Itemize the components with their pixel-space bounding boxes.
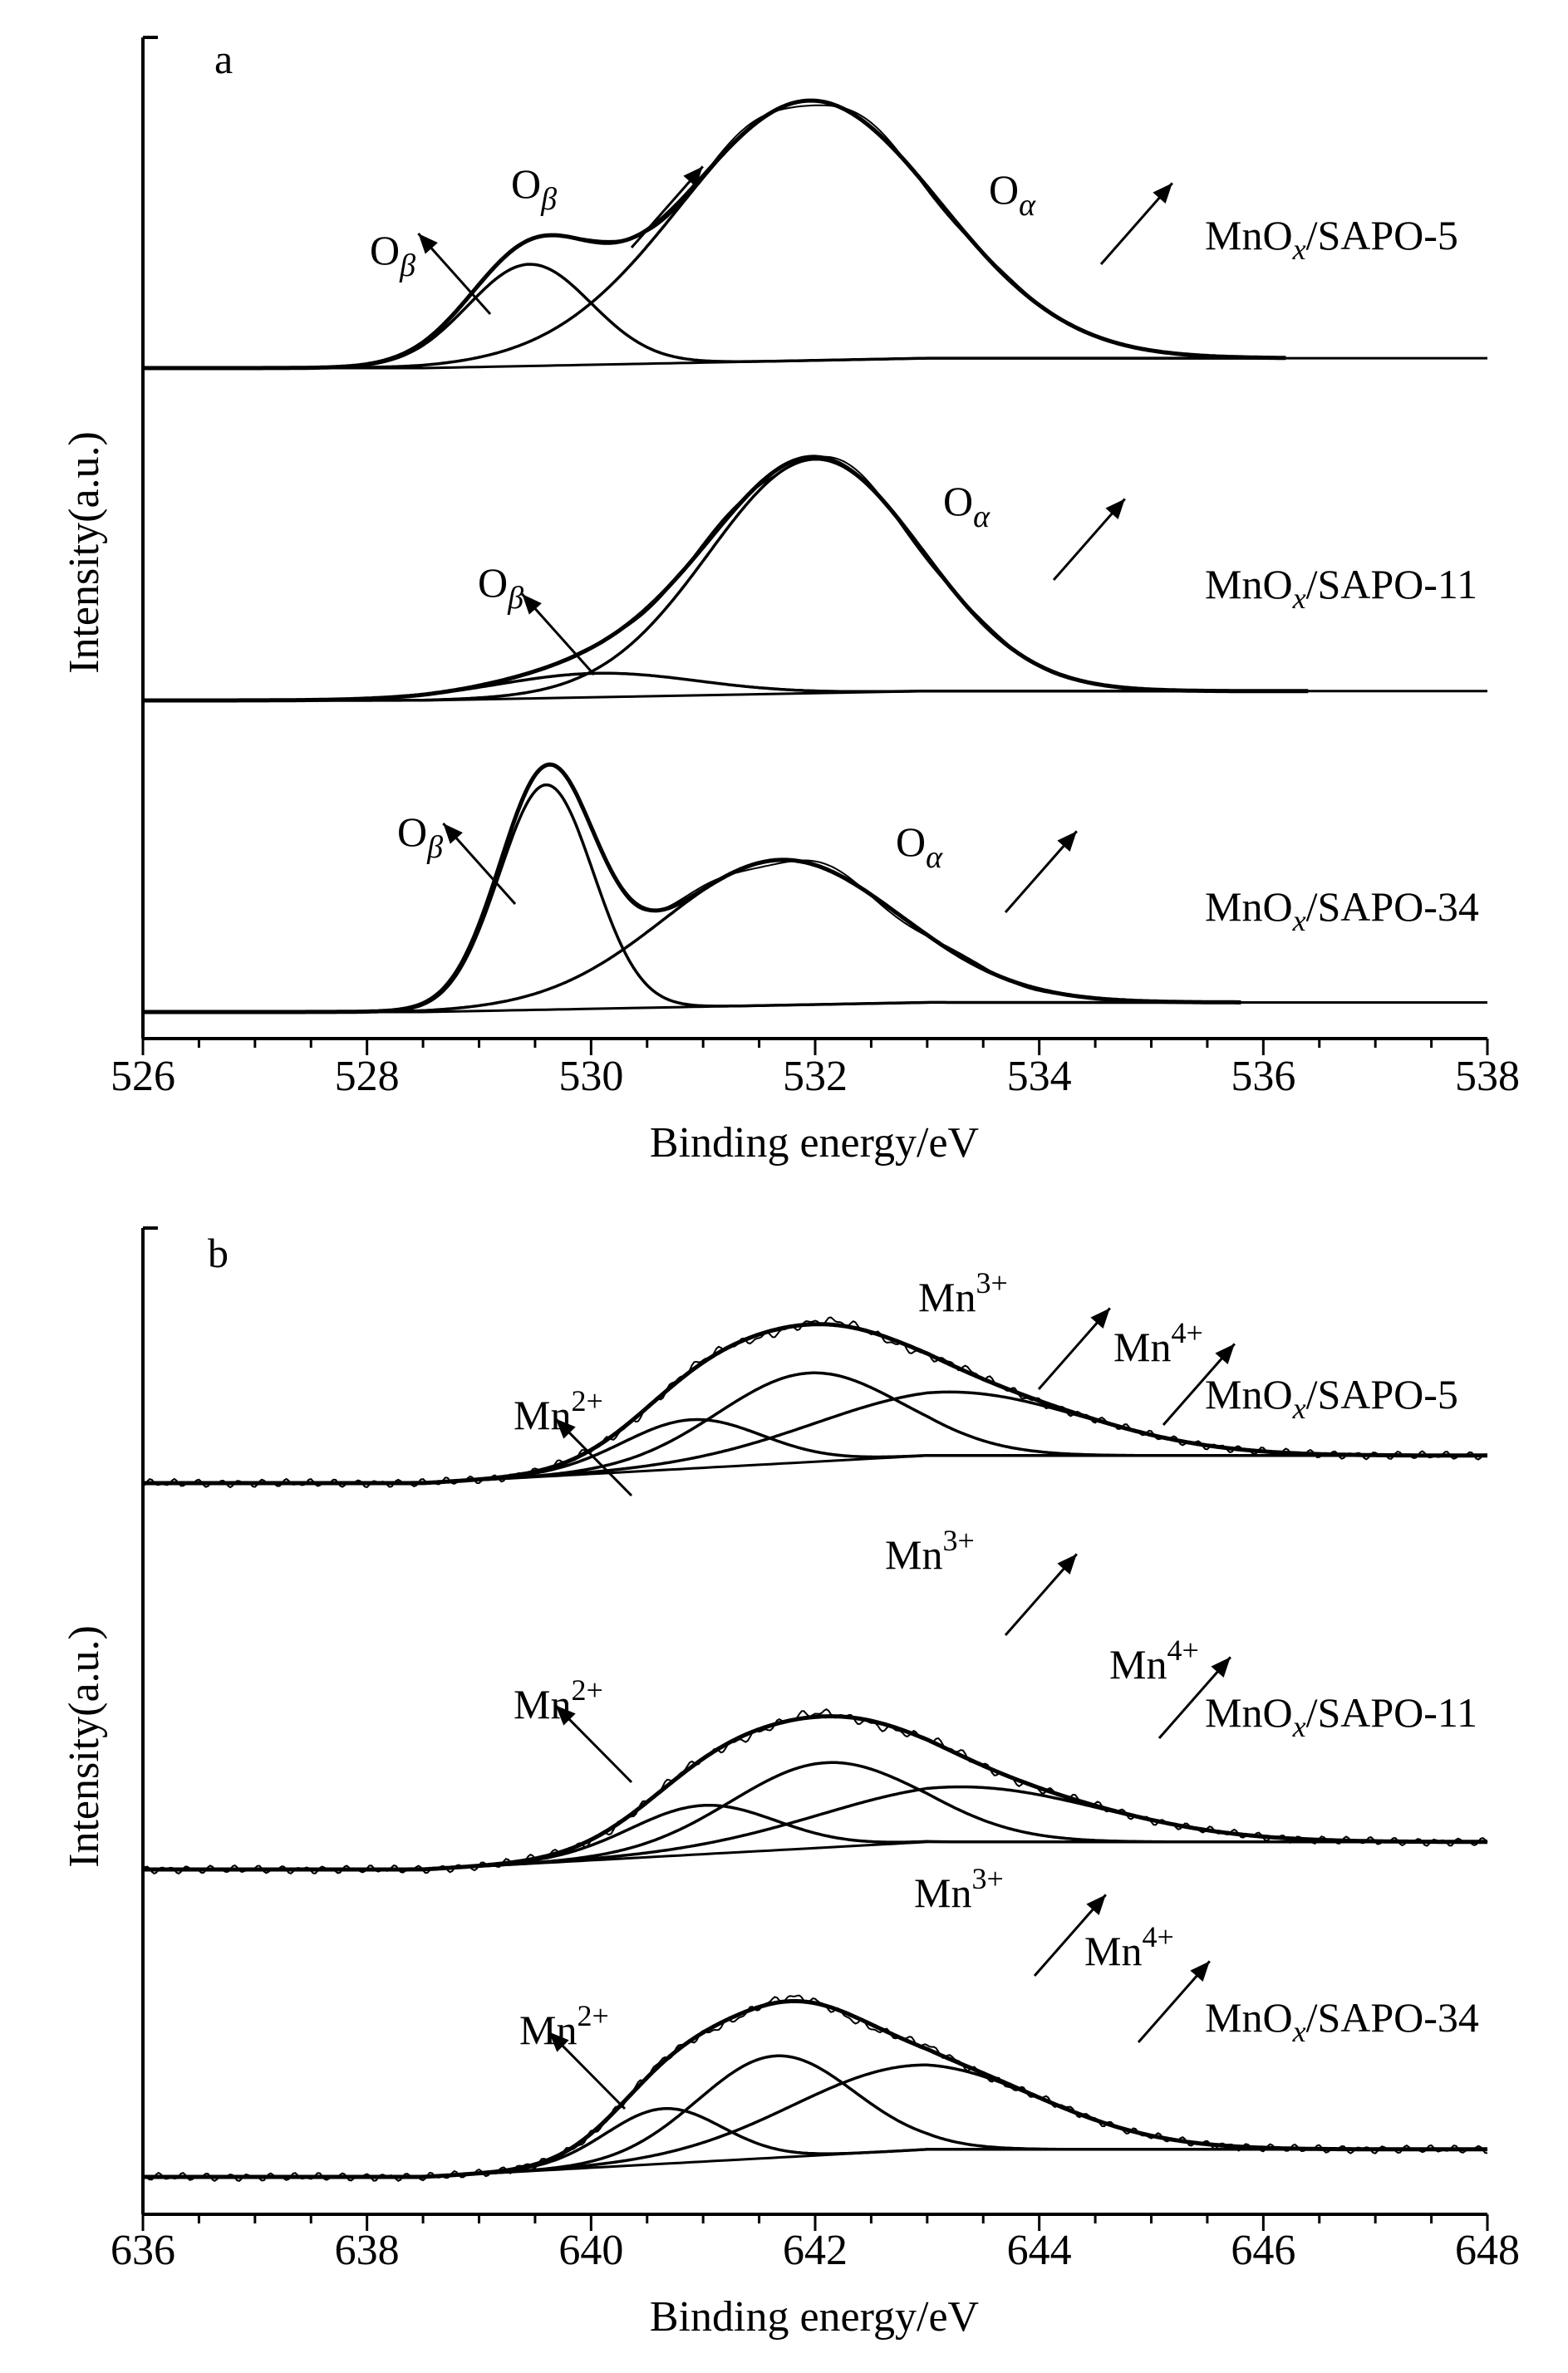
x-tick-label: 646 xyxy=(1231,2227,1295,2274)
peak-label: Oα xyxy=(943,478,990,534)
peak-arrow-head xyxy=(418,233,438,254)
raw-data-curve xyxy=(143,104,1286,369)
sample-label: MnOx/SAPO-34 xyxy=(1205,883,1479,937)
envelope-curve xyxy=(143,1998,1487,2179)
x-tick-label: 526 xyxy=(111,1053,175,1100)
x-tick-label: 638 xyxy=(335,2227,400,2274)
component-curve xyxy=(143,2107,1487,2179)
peak-label: Oβ xyxy=(397,808,443,865)
x-tick-label: 636 xyxy=(111,2227,175,2274)
component-curve xyxy=(143,263,1286,370)
peak-label: Mn3+ xyxy=(885,1524,975,1578)
background-line xyxy=(143,1454,1487,1485)
sample-label: MnOx/SAPO-11 xyxy=(1205,561,1477,615)
x-tick-label: 530 xyxy=(558,1053,623,1100)
peak-label: Mn2+ xyxy=(514,1384,603,1438)
peak-label: Oβ xyxy=(478,559,523,616)
envelope-curve xyxy=(143,454,1309,703)
peak-label: Mn4+ xyxy=(1113,1316,1203,1370)
envelope-curve xyxy=(143,98,1286,371)
sample-label: MnOx/SAPO-5 xyxy=(1205,1371,1458,1425)
panel-b-y-axis-title: Intensity(a.u.) xyxy=(61,1625,108,1868)
axes: 636 638 640 642 644 646 648 xyxy=(111,1226,1520,2274)
peak-arrow-head xyxy=(1090,1308,1110,1329)
peak-arrow-head xyxy=(683,166,703,188)
sample-2: MnOx/SAPO-11 Oβ Oα xyxy=(143,454,1487,703)
peak-arrow-head xyxy=(522,594,542,615)
component-curve xyxy=(143,858,1241,1014)
raw-data-curve xyxy=(143,455,1309,701)
x-tick-label: 640 xyxy=(558,2227,623,2274)
x-tick-label: 642 xyxy=(783,2227,848,2274)
panel-a-x-axis-title: Binding energy/eV xyxy=(650,1119,979,1167)
panel-b: b Intensity(a.u.) Binding energy/eV 636 6… xyxy=(61,1226,1520,2341)
background-line xyxy=(143,1840,1487,1871)
sample-1: MnOx/SAPO-5 Mn2+ Mn3+ Mn4+ xyxy=(142,1266,1488,1497)
axes: 526 528 530 532 534 536 538 xyxy=(111,36,1520,1100)
peak-label: Mn2+ xyxy=(514,1673,603,1727)
peak-arrow-head xyxy=(555,1705,576,1726)
sample-label: MnOx/SAPO-5 xyxy=(1205,212,1458,266)
peak-arrow-head xyxy=(1057,831,1077,852)
x-tick-label: 528 xyxy=(335,1053,400,1100)
sample-label: MnOx/SAPO-11 xyxy=(1205,1689,1477,1743)
peak-arrow-head xyxy=(1211,1657,1231,1678)
component-curve xyxy=(143,457,1309,702)
sample-1: MnOx/SAPO-5 Oβ Oβ Oα xyxy=(143,98,1487,371)
peak-label: Oα xyxy=(989,166,1036,223)
component-curve xyxy=(143,2063,1487,2179)
peak-arrow-head xyxy=(1215,1344,1235,1365)
peak-label: Mn4+ xyxy=(1109,1634,1199,1688)
sample-2: MnOx/SAPO-11 Mn2+ Mn3+ Mn4+ xyxy=(142,1524,1488,1875)
panel-a-y-axis-title: Intensity(a.u.) xyxy=(61,431,108,674)
peak-arrow-head xyxy=(555,1418,576,1439)
peak-label: Mn3+ xyxy=(918,1266,1008,1320)
component-curve xyxy=(143,99,1286,370)
envelope-curve xyxy=(143,1322,1487,1486)
sample-3: MnOx/SAPO-34 Oβ Oα xyxy=(143,762,1487,1015)
panel-b-x-axis-title: Binding energy/eV xyxy=(650,2293,979,2341)
peak-label: Mn4+ xyxy=(1084,1920,1174,1974)
peak-label: Mn3+ xyxy=(914,1862,1004,1916)
peak-label: Oβ xyxy=(370,227,415,283)
peak-arrow-head xyxy=(1190,1961,1210,1982)
x-tick-label: 644 xyxy=(1007,2227,1072,2274)
panel-a-letter: a xyxy=(214,36,233,82)
x-tick-label: 532 xyxy=(783,1053,848,1100)
x-tick-label: 534 xyxy=(1007,1053,1072,1100)
x-tick-label: 648 xyxy=(1455,2227,1520,2274)
raw-data-curve xyxy=(142,1316,1488,1489)
peak-label: Oα xyxy=(896,818,943,875)
envelope-curve xyxy=(143,1714,1487,1872)
peak-arrow-head xyxy=(1086,1894,1106,1916)
x-tick-label: 538 xyxy=(1455,1053,1520,1100)
peak-label: Oβ xyxy=(511,160,557,217)
peak-arrow-head xyxy=(1057,1554,1077,1575)
peak-arrow-head xyxy=(1105,499,1125,520)
component-curve xyxy=(143,1785,1487,1871)
peak-arrow-head xyxy=(1153,183,1172,204)
component-curve xyxy=(143,2054,1487,2179)
panel-b-letter: b xyxy=(208,1230,229,1276)
panel-a: a Intensity(a.u.) Binding energy/eV 526 5… xyxy=(61,36,1520,1167)
sample-3: MnOx/SAPO-34 Mn2+ Mn3+ Mn4+ xyxy=(142,1862,1488,2183)
raw-data-curve xyxy=(142,1994,1488,2183)
x-tick-label: 536 xyxy=(1231,1053,1295,1100)
sample-label: MnOx/SAPO-34 xyxy=(1205,1994,1479,2048)
envelope-curve xyxy=(143,762,1241,1015)
raw-data-curve xyxy=(142,1708,1488,1875)
peak-arrow-head xyxy=(548,2032,569,2052)
raw-data-curve xyxy=(143,762,1241,1013)
peak-arrow-head xyxy=(443,823,463,844)
peak-label: Mn2+ xyxy=(519,1999,609,2053)
